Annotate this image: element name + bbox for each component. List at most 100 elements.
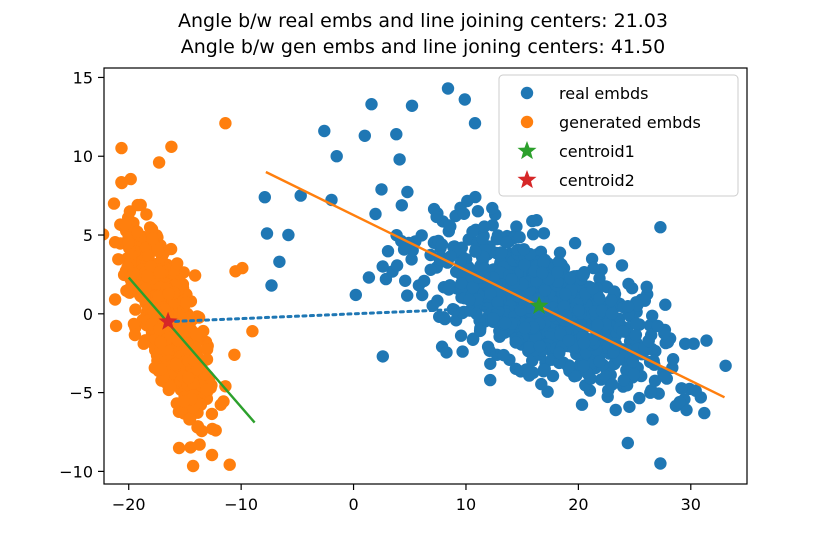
legend-centroid1-icon	[517, 141, 537, 160]
real-embd-point	[553, 246, 567, 259]
real-embd-point	[375, 183, 388, 196]
real-embd-point	[523, 341, 536, 354]
legend-label: centroid2	[559, 171, 635, 190]
generated-embd-point	[115, 176, 128, 189]
real-embd-point	[606, 378, 619, 391]
real-embd-point	[689, 384, 702, 397]
generated-embd-point	[177, 395, 191, 408]
real-embd-point	[282, 228, 295, 242]
real-embd-point	[679, 337, 692, 350]
real-embd-point	[499, 316, 512, 330]
real-embd-point	[431, 294, 444, 307]
legend-real-embds-icon	[520, 86, 534, 100]
real-embd-point	[535, 377, 548, 391]
real-embd-point	[526, 214, 539, 228]
generated-embd-point	[193, 438, 206, 451]
real-embd-point	[500, 236, 513, 249]
y-tick-label: 0	[83, 305, 93, 324]
real-embd-point	[621, 436, 634, 450]
real-embd-point	[401, 289, 414, 302]
real-embd-point	[599, 369, 612, 383]
real-embd-point	[593, 291, 606, 305]
real-embd-point	[595, 304, 609, 318]
real-embd-point	[605, 294, 618, 307]
real-embd-point	[487, 312, 500, 325]
generated-embd-point	[108, 293, 122, 306]
real-embd-point	[577, 268, 590, 281]
generated-embd-point	[122, 236, 135, 250]
real-embd-point	[435, 238, 449, 251]
generated-embd-point	[206, 422, 219, 436]
generated-embd-point	[246, 325, 259, 338]
real-embd-point	[602, 242, 615, 256]
generated-embd-point	[229, 265, 242, 278]
generated-embd-point	[119, 218, 132, 231]
real-embd-point	[471, 205, 485, 218]
real-embd-point	[568, 236, 582, 250]
real-embd-point	[393, 153, 406, 166]
generated-embd-point	[162, 287, 175, 301]
generated-embd-point	[131, 198, 144, 212]
generated-embd-point	[200, 343, 214, 356]
real-embd-point	[646, 413, 659, 426]
real-embd-point	[575, 398, 589, 411]
real-embd-point	[441, 82, 455, 95]
generated-embd-point	[151, 242, 164, 255]
real-embd-point	[719, 359, 732, 372]
real-embd-point	[642, 334, 655, 348]
real-embd-point	[675, 382, 688, 395]
real-embd-point	[623, 400, 636, 413]
real-embd-point	[666, 353, 680, 366]
real-embd-point	[658, 370, 672, 383]
real-embd-point	[537, 363, 551, 376]
real-embd-point	[629, 328, 643, 342]
generated-embds-points	[104, 117, 259, 473]
real-embd-point	[538, 284, 552, 297]
y-tick-label: −10	[59, 462, 93, 481]
real-embd-point	[476, 232, 489, 245]
real-embd-point	[365, 98, 378, 111]
real-embd-point	[518, 258, 531, 272]
real-embd-point	[442, 283, 455, 296]
real-embd-point	[430, 210, 443, 224]
real-embd-point	[644, 386, 657, 399]
legend-generated-embds-icon	[520, 115, 534, 129]
real-embd-point	[464, 304, 477, 317]
generated-embd-point	[171, 257, 184, 270]
real-embd-point	[552, 255, 565, 268]
real-embd-point	[562, 334, 575, 347]
x-tick-label: 10	[456, 495, 476, 514]
chart-subtitle: Angle b/w gen embs and line joning cente…	[181, 36, 666, 58]
generated-embd-point	[205, 448, 219, 462]
real-embd-point	[405, 99, 419, 113]
real-embd-point	[469, 245, 482, 258]
generated-embd-point	[153, 323, 166, 336]
real-embd-point	[698, 406, 711, 420]
real-embd-point	[586, 282, 599, 295]
generated-embd-point	[188, 269, 202, 282]
real-embd-point	[626, 355, 640, 368]
centroid-markers	[158, 295, 549, 330]
generated-embd-point	[128, 328, 142, 342]
real-embd-point	[518, 321, 532, 335]
real-embd-point	[621, 300, 635, 313]
generated-embd-point	[228, 348, 241, 361]
centroid1-marker	[529, 295, 549, 315]
generated-embd-point	[108, 236, 122, 249]
real-embd-point	[659, 298, 672, 311]
generated-embd-point	[146, 232, 159, 245]
real-embd-point	[418, 274, 431, 288]
generated-embd-point	[152, 290, 165, 303]
real-embd-point	[495, 246, 508, 259]
generated-embd-point	[169, 357, 183, 371]
generated-embd-point	[183, 413, 196, 426]
real-embd-point	[513, 231, 526, 244]
real-embd-point	[605, 307, 619, 320]
real-embd-point	[585, 252, 599, 266]
real-embd-point	[484, 287, 497, 300]
real-embd-point	[405, 253, 418, 266]
real-embd-point	[463, 293, 476, 307]
legend: real embds generated embds centroid1 centro…	[498, 74, 739, 197]
real-embd-point	[473, 324, 487, 338]
real-embd-point	[397, 243, 411, 256]
